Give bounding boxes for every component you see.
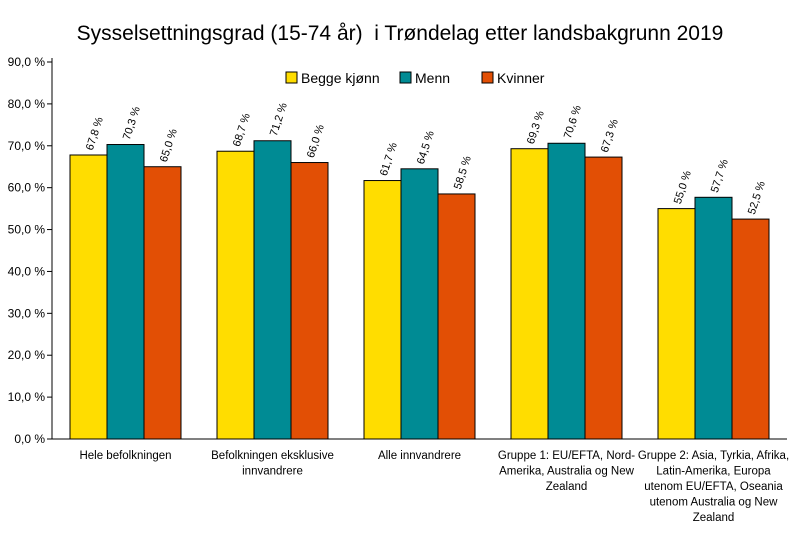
bar [437,193,476,440]
bar [363,180,402,440]
bar [400,168,439,440]
y-tick-label: 30,0 % [8,306,46,320]
data-label: 67,8 % [84,115,106,151]
chart-title: Sysselsettningsgrad (15-74 år) i Trøndel… [77,22,724,45]
data-label: 52,5 % [746,180,768,216]
bar [547,142,586,440]
y-tick-label: 20,0 % [8,348,46,362]
data-label: 68,7 % [231,112,253,148]
y-tick-label: 10,0 % [8,390,46,404]
data-label: 70,3 % [121,105,143,141]
data-label: 70,6 % [562,104,584,140]
legend-swatch [399,71,412,84]
data-label: 66,0 % [305,123,327,159]
legend-label: Begge kjønn [301,70,380,86]
x-category-label: Gruppe 2: Asia, Tyrkia, Afrika, Latin-Ame… [638,450,789,524]
y-tick-label: 80,0 % [8,97,46,111]
bar [143,166,182,440]
bar [253,140,292,440]
data-label: 64,5 % [415,129,437,165]
legend-label: Kvinner [497,70,545,86]
bar [216,150,255,440]
legend-swatch [285,71,298,84]
data-label: 57,7 % [709,158,731,194]
bar [290,162,329,440]
y-tick-label: 60,0 % [8,181,46,195]
bar [69,154,108,440]
data-label: 67,3 % [599,118,621,154]
y-tick-label: 40,0 % [8,264,46,278]
legend-swatch [481,71,494,84]
y-tick-label: 70,0 % [8,139,46,153]
data-label: 65,0 % [158,127,180,163]
bar [731,218,770,440]
x-category-label: Gruppe 1: EU/EFTA, Nord-Amerika, Austral… [498,450,635,493]
y-tick-label: 0,0 % [14,432,45,446]
data-label: 71,2 % [268,101,290,137]
y-tick-label: 90,0 % [8,55,46,69]
data-label: 61,7 % [378,141,400,177]
x-category-label: Hele befolkningen [79,450,171,462]
y-tick-label: 50,0 % [8,223,46,237]
data-label: 69,3 % [525,109,547,145]
bar [510,148,549,440]
data-label: 58,5 % [452,154,474,190]
legend-label: Menn [415,70,450,86]
x-category-label: Befolkningen eksklusive innvandrere [211,450,334,478]
bar [584,156,623,440]
bar [106,144,145,440]
bar [694,196,733,440]
data-label: 55,0 % [672,169,694,205]
bar [657,208,696,440]
x-category-label: Alle innvandrere [378,450,461,462]
